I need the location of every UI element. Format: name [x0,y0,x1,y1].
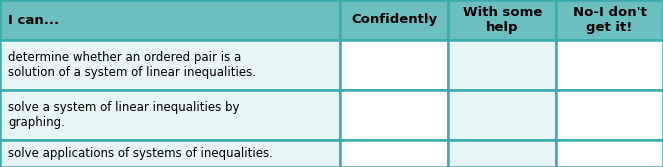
Bar [340,140,448,167]
Bar [0,40,340,90]
Text: determine whether an ordered pair is a
solution of a system of linear inequaliti: determine whether an ordered pair is a s… [8,51,256,79]
Bar [448,140,556,167]
Text: Confidently: Confidently [351,14,437,27]
Text: I can...: I can... [8,14,59,27]
Bar [448,90,556,140]
Bar [0,0,340,40]
Text: With some
help: With some help [463,6,542,34]
Bar [340,40,448,90]
Bar [556,40,663,90]
Bar [448,40,556,90]
Bar [0,90,340,140]
Bar [340,90,448,140]
Bar [448,0,556,40]
Text: No-I don't
get it!: No-I don't get it! [573,6,646,34]
Bar [556,90,663,140]
Text: solve applications of systems of inequalities.: solve applications of systems of inequal… [8,147,273,160]
Text: solve a system of linear inequalities by
graphing.: solve a system of linear inequalities by… [8,101,239,129]
Bar [340,0,448,40]
Bar [556,140,663,167]
Bar [0,140,340,167]
Bar [556,0,663,40]
